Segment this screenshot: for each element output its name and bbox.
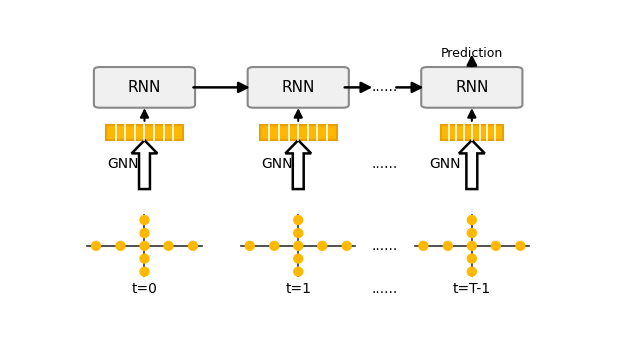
Text: RNN: RNN (282, 80, 315, 95)
Text: RNN: RNN (455, 80, 488, 95)
FancyBboxPatch shape (248, 67, 349, 108)
Point (269, 243, 280, 249)
Bar (260, 125, 337, 140)
Point (317, 243, 327, 249)
Point (418, 243, 428, 249)
Point (467, 243, 477, 249)
Point (342, 243, 352, 249)
Text: ......: ...... (372, 239, 398, 253)
Point (140, 256, 150, 261)
Text: GNN: GNN (429, 157, 461, 171)
Text: t=1: t=1 (285, 282, 311, 296)
Point (467, 217, 477, 223)
Text: GNN: GNN (261, 157, 292, 171)
Point (188, 243, 198, 249)
Point (140, 217, 150, 223)
Text: t=0: t=0 (132, 282, 157, 296)
Point (244, 243, 255, 249)
Text: GNN: GNN (108, 157, 139, 171)
Text: RNN: RNN (128, 80, 161, 95)
Point (443, 243, 453, 249)
Polygon shape (459, 140, 484, 189)
Polygon shape (132, 140, 157, 189)
Point (163, 243, 173, 249)
Point (467, 256, 477, 261)
Text: t=T-1: t=T-1 (452, 282, 491, 296)
Point (140, 269, 150, 274)
Text: Prediction: Prediction (441, 47, 503, 60)
Text: ......: ...... (371, 80, 397, 94)
Point (293, 217, 303, 223)
Point (293, 243, 303, 249)
Point (515, 243, 525, 249)
Text: ......: ...... (372, 282, 398, 296)
FancyBboxPatch shape (421, 67, 522, 108)
Point (140, 230, 150, 236)
Point (467, 269, 477, 274)
Point (115, 243, 125, 249)
Polygon shape (285, 140, 311, 189)
Point (491, 243, 501, 249)
Bar (106, 125, 183, 140)
Text: ......: ...... (372, 157, 398, 171)
Bar (441, 125, 503, 140)
Point (140, 243, 150, 249)
Point (293, 269, 303, 274)
FancyBboxPatch shape (94, 67, 195, 108)
Point (91, 243, 101, 249)
Point (293, 256, 303, 261)
Point (467, 230, 477, 236)
Point (293, 230, 303, 236)
